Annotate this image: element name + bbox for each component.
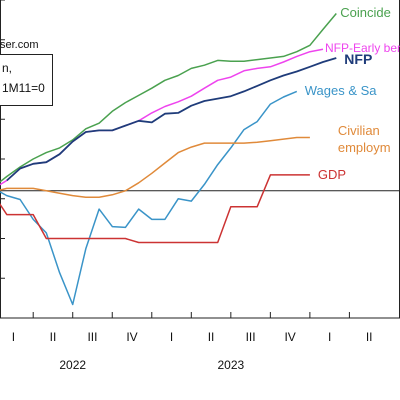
- series-line-wages-sa: [0, 90, 298, 306]
- series-label-wages-sa: Wages & Sa: [304, 83, 377, 99]
- x-tick-label: IV: [126, 330, 138, 344]
- legend-box: n, 1M11=0: [0, 54, 53, 106]
- x-tick-label: I: [11, 330, 16, 344]
- x-tick-label: I: [327, 330, 332, 344]
- x-year-label: 2022: [59, 358, 87, 372]
- series-label-gdp: GDP: [317, 166, 347, 182]
- x-tick-label: IV: [284, 330, 296, 344]
- series-label-nfp-early-ber: NFP-Early ber: [325, 41, 400, 56]
- series-label-nfp: NFP: [344, 51, 373, 68]
- series-label-civilian-employm: Civilian employm: [337, 122, 391, 155]
- x-year-label: 2023: [217, 358, 245, 372]
- x-tick-label: II: [207, 330, 215, 344]
- x-tick-label: III: [87, 330, 98, 344]
- series-line-coincide: [0, 13, 337, 183]
- x-axis: [32, 312, 350, 318]
- x-tick-label: II: [365, 330, 373, 344]
- watermark: ser.com: [0, 39, 39, 51]
- series-line-nfp: [6, 57, 337, 182]
- legend-line-1: n,: [2, 61, 13, 75]
- x-tick-label: I: [169, 330, 174, 344]
- series-line-civilian-employm: [0, 136, 310, 198]
- series-lines: [0, 13, 337, 306]
- series-line-gdp: [0, 174, 310, 244]
- series-label-coincide: Coincide: [340, 4, 391, 20]
- legend-line-2: 1M11=0: [2, 81, 45, 95]
- x-tick-label: II: [49, 330, 57, 344]
- x-tick-label: III: [245, 330, 256, 344]
